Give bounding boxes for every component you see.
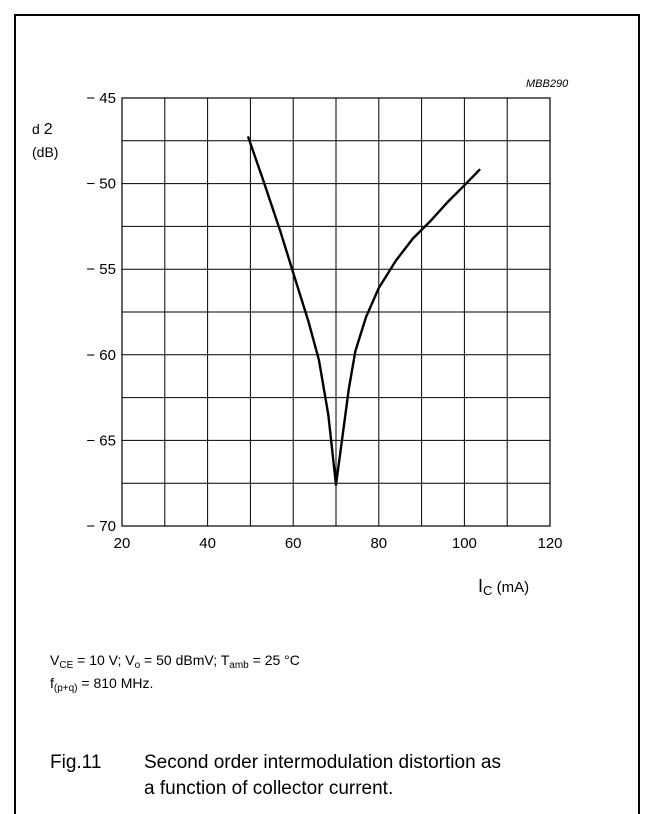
x-tick-label: 60 <box>285 535 302 552</box>
conditions-line-2-part: f <box>50 675 54 691</box>
x-tick-label: 120 <box>537 535 562 552</box>
conditions-line-1-part: amb <box>229 660 249 671</box>
y-axis-unit: (dB) <box>32 144 59 160</box>
conditions-line-1-part: V <box>50 652 60 668</box>
series <box>247 136 481 487</box>
x-axis-subscript: C <box>483 583 493 598</box>
figure-frame: 20 40 60 80 100 120 − 45 − 50 − 55 − 60 − 65 − 70 M… <box>14 14 640 814</box>
conditions-line-2-part: = 810 MHz. <box>77 675 154 691</box>
conditions-line-1-part: = 50 dBmV; T <box>140 652 230 668</box>
x-tick-label: 20 <box>114 535 131 552</box>
conditions-line-1-part: CE <box>59 660 74 671</box>
x-axis-unit: (mA) <box>496 579 530 596</box>
y-tick-label: − 60 <box>86 347 116 364</box>
y-axis-subscript: 2 <box>43 121 53 138</box>
conditions-line-2-part: (p+q) <box>53 683 78 694</box>
series-line <box>247 136 481 487</box>
caption-line-1: Second order intermodulation distortion … <box>144 752 501 773</box>
figure-number: Fig.11 <box>50 752 102 773</box>
y-axis-label: d 2 (dB) <box>32 118 58 163</box>
tick-labels: 20 40 60 80 100 120 − 45 − 50 − 55 − 60 − 65 − 70 <box>86 90 562 552</box>
chart: 20 40 60 80 100 120 − 45 − 50 − 55 − 60 − 65 − 70 <box>86 90 562 552</box>
x-axis-symbol: I <box>478 576 484 596</box>
conditions-line-1-part: = 10 V; V <box>73 652 135 668</box>
y-tick-label: − 45 <box>86 90 116 107</box>
figure-caption: Fig.11 Second order intermodulation dist… <box>50 750 501 802</box>
caption-line-2: a function of collector current. <box>144 778 394 799</box>
conditions-line-1: VCE = 10 V; Vo = 50 dBmV; Tamb = 25 °C <box>50 652 300 671</box>
conditions-line-2: f(p+q) = 810 MHz. <box>50 675 153 694</box>
conditions-line-1-part: o <box>134 660 141 671</box>
x-axis-label: IC (mA) <box>478 576 529 598</box>
y-tick-label: − 55 <box>86 261 116 278</box>
plot-area-frame <box>121 97 551 527</box>
conditions-line-1-part: = 25 °C <box>248 652 300 668</box>
y-tick-label: − 50 <box>86 176 116 193</box>
grid <box>122 98 550 526</box>
y-axis-symbol: d <box>32 121 40 137</box>
x-tick-label: 100 <box>452 535 477 552</box>
x-tick-label: 80 <box>370 535 387 552</box>
figure-code: MBB290 <box>526 78 569 90</box>
y-tick-label: − 70 <box>86 518 116 535</box>
y-tick-label: − 65 <box>86 432 116 449</box>
plot-frame <box>121 97 551 527</box>
x-tick-label: 40 <box>199 535 216 552</box>
